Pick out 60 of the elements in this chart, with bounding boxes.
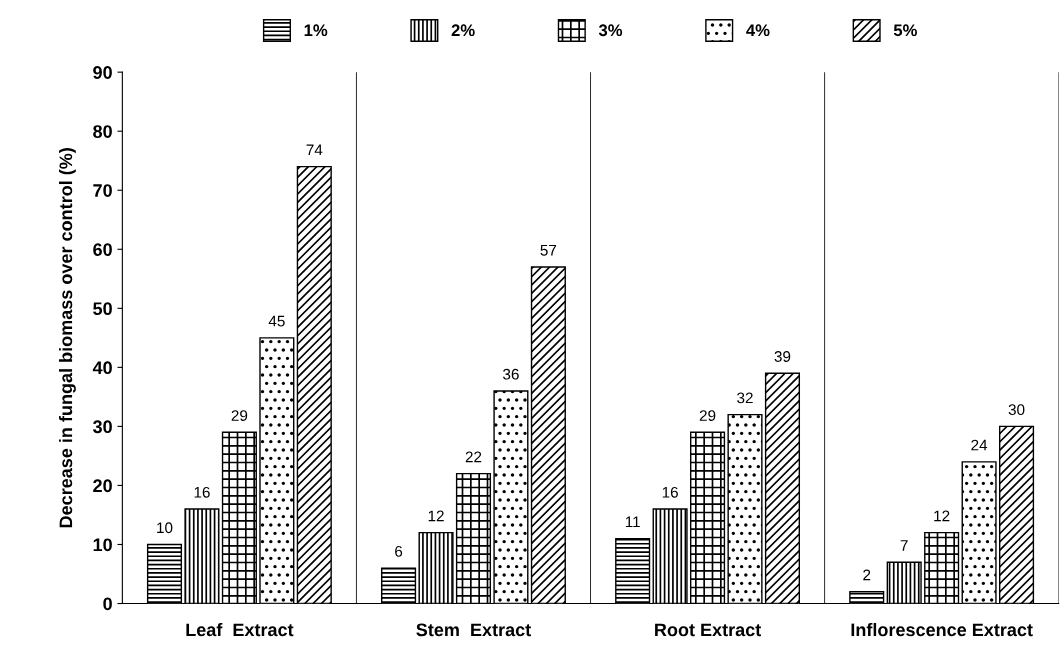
data-label: 45 (268, 315, 285, 327)
y-tick-label: 60 (93, 243, 112, 256)
data-label: 12 (428, 510, 444, 522)
data-label: 30 (1008, 404, 1025, 416)
data-label: 2 (863, 569, 871, 581)
bar (381, 567, 417, 604)
bar (259, 337, 295, 604)
bar (221, 431, 257, 604)
bar (727, 413, 763, 604)
bar (455, 472, 492, 604)
x-tick-label: Inflorescence Extract (851, 622, 1033, 637)
data-label: 29 (699, 410, 716, 421)
data-label: 36 (503, 368, 519, 380)
legend-label: 1% (304, 24, 328, 37)
bar (961, 461, 997, 604)
data-label: 12 (934, 510, 950, 522)
data-label: 22 (465, 451, 482, 463)
y-tick-label: 20 (93, 479, 112, 493)
x-tick-label: Leaf Extract (186, 622, 294, 637)
bar (418, 531, 454, 604)
bar (296, 165, 332, 604)
y-tick-label: 0 (103, 597, 112, 611)
y-tick-label: 90 (93, 66, 112, 79)
legend-label: 5% (893, 24, 917, 37)
bar (493, 390, 529, 604)
data-label: 39 (774, 351, 791, 362)
x-tick-label: Root Extract (655, 623, 762, 637)
x-tick-label: Stem Extract (416, 623, 531, 637)
legend-label: 2% (451, 24, 475, 37)
legend-label: 3% (598, 24, 623, 37)
bar (615, 537, 651, 604)
data-label: 6 (395, 545, 403, 557)
data-label: 10 (157, 522, 173, 534)
data-label: 7 (900, 540, 908, 551)
bar (849, 591, 885, 604)
data-label: 11 (625, 516, 640, 528)
bar (690, 431, 726, 604)
y-tick-label: 10 (93, 538, 112, 552)
data-label: 29 (231, 410, 248, 421)
y-tick-label: 30 (92, 420, 112, 434)
bar (764, 372, 801, 604)
bar (146, 543, 183, 604)
legend-label: 4% (746, 24, 770, 37)
bar (652, 508, 688, 604)
data-label: 57 (540, 244, 557, 256)
data-label: 16 (194, 486, 210, 498)
bar (530, 266, 566, 604)
y-tick-label: 40 (92, 361, 112, 375)
bar (998, 425, 1035, 604)
data-label: 16 (662, 486, 678, 498)
bar (886, 561, 922, 604)
data-label: 32 (737, 392, 753, 404)
y-axis-title: Decrease in fungal biomass over control (%) (58, 148, 76, 528)
bar (924, 531, 960, 604)
data-label: 74 (306, 144, 323, 156)
y-tick-label: 70 (93, 184, 112, 197)
data-label: 24 (971, 439, 988, 451)
y-tick-label: 80 (93, 125, 112, 138)
y-tick-label: 50 (93, 302, 112, 316)
bar (184, 508, 220, 604)
